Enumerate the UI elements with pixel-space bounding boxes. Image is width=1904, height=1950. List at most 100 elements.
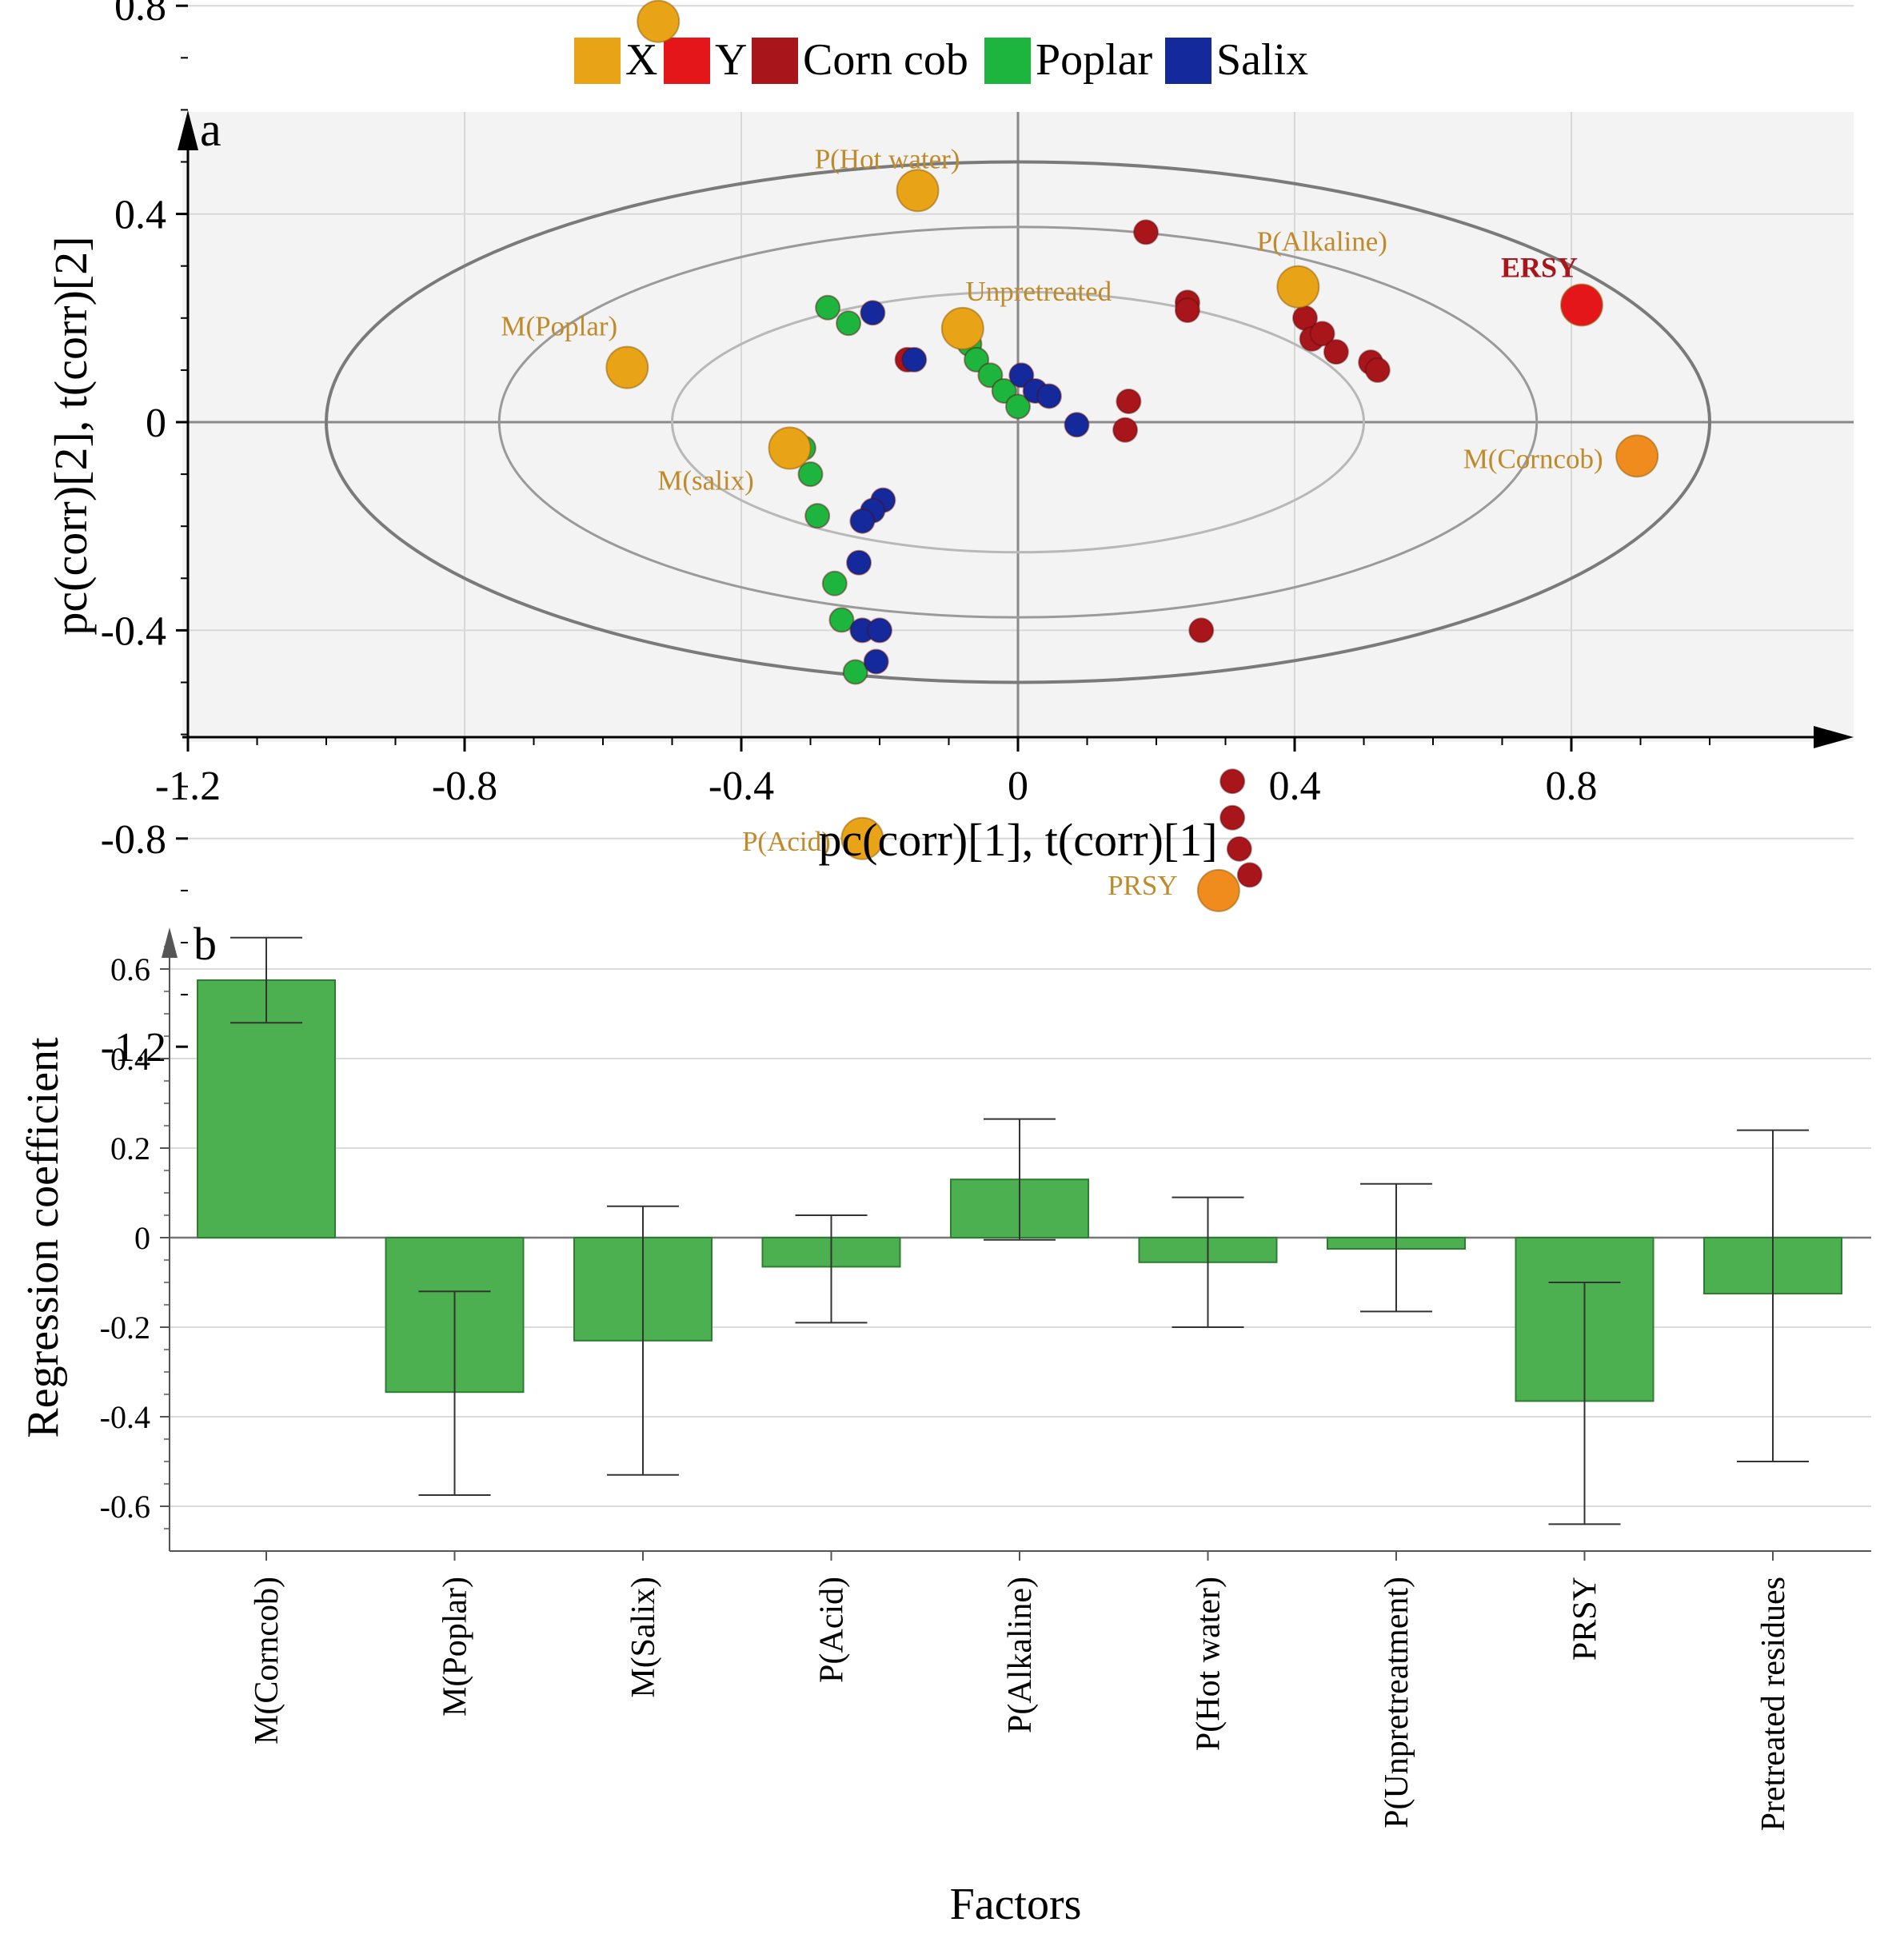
category-label-2: M(Salix) [625, 1577, 662, 1698]
y-axis-arrow-b-icon [162, 927, 178, 958]
ellipse-0 [325, 160, 1711, 684]
y-axis-title-b: Regression coefficient [18, 1037, 68, 1438]
error-bars [230, 936, 1809, 1525]
x-tick-label-a-5: 0.8 [1546, 764, 1598, 809]
y-axis-arrow-icon [178, 110, 198, 150]
y-tick-label-b-4: -0.2 [100, 1310, 150, 1346]
labeled-point-7 [1196, 868, 1240, 912]
point-poplar-0 [815, 294, 841, 321]
labeled-point-8 [1615, 434, 1659, 478]
point-salix-1 [901, 346, 928, 373]
point-corn-cob-14 [1226, 835, 1252, 862]
point-salix-9 [846, 549, 872, 576]
y-tick-label-a-5: -1.2 [101, 1025, 166, 1071]
point-corn-cob-12 [1219, 768, 1246, 795]
point-label-5: P(Alkaline) [1257, 226, 1387, 257]
ellipse-1 [497, 225, 1539, 619]
point-corn-cob-8 [1364, 357, 1391, 383]
point-label-2: M(Poplar) [501, 311, 617, 342]
category-label-3: P(Acid) [814, 1577, 851, 1683]
x-tick-label-a-3: 0 [1008, 764, 1028, 809]
point-corn-cob-6 [1323, 339, 1349, 365]
y-tick-label-b-5: -0.4 [100, 1399, 150, 1435]
panel-a-letter: a [200, 103, 222, 156]
point-poplar-4 [977, 362, 1004, 389]
point-salix-5 [1064, 412, 1090, 438]
point-corn-cob-0 [1133, 219, 1160, 245]
legend-label-1: Y [715, 35, 747, 85]
y-tick-label-a-2: 0 [146, 401, 166, 446]
y-tick-label-a-3: -0.4 [101, 608, 166, 654]
point-poplar-9 [804, 503, 831, 529]
category-label-5: P(Hot water) [1191, 1577, 1227, 1751]
labeled-point-3 [940, 306, 984, 350]
point-label-3: Unpretreated [965, 276, 1112, 307]
category-labels: M(Corncob) M(Poplar) M(Salix) P(Acid) P(Alka… [249, 1577, 1792, 1831]
point-salix-4 [1036, 383, 1062, 409]
point-poplar-8 [797, 461, 824, 488]
category-label-6: P(Unpretreatment) [1379, 1577, 1415, 1828]
point-corn-cob-5 [1309, 321, 1335, 347]
point-poplar-3 [964, 346, 990, 373]
point-salix-11 [867, 617, 892, 644]
ticks-b: 0.6 0.4 0.2 0 -0.2 -0.4 -0.6 [100, 946, 1774, 1561]
point-label-8: M(Corncob) [1463, 443, 1603, 474]
category-label-8: Pretreated residues [1755, 1577, 1792, 1831]
legend-label-3: Poplar [1036, 35, 1153, 85]
labeled-point-5 [1276, 265, 1320, 309]
labeled-point-4 [768, 426, 812, 470]
legend-swatch-3 [984, 38, 1031, 84]
point-salix-12 [863, 648, 889, 675]
point-corn-cob-15 [1236, 862, 1263, 888]
point-corn-cob-9 [1116, 388, 1142, 414]
panel-b-bar: 0.6 0.4 0.2 0 -0.2 -0.4 -0.6 M(Corncob) M(Popla… [18, 918, 1871, 1929]
point-corn-cob-10 [1112, 417, 1139, 443]
point-corn-cob-13 [1219, 804, 1246, 831]
point-label-4: M(salix) [657, 465, 754, 496]
point-label-1: P(Hot water) [815, 143, 960, 174]
y-tick-label-a-4: -0.8 [101, 817, 166, 863]
point-label-6: P(Acid) [742, 826, 831, 857]
x-tick-label-a-2: -0.4 [709, 764, 774, 809]
category-label-4: P(Alkaline) [1002, 1577, 1039, 1733]
y-tick-label-b-1: 0.4 [110, 1041, 150, 1077]
grid-a [182, 5, 1854, 839]
legend-swatch-0 [574, 38, 621, 84]
x-axis-title-b: Factors [950, 1880, 1082, 1929]
ticks-a: -1.2 -0.8 -0.4 0 0.4 0.80.80.40-0.4-0.8-1.2 [101, 0, 1710, 1071]
category-label-0: M(Corncob) [249, 1577, 285, 1745]
x-axis-arrow-icon [1814, 726, 1854, 748]
x-tick-label-a-1: -0.8 [432, 764, 497, 809]
panel-a-scatter: -1.2 -0.8 -0.4 0 0.4 0.80.80.40-0.4-0.8-1.2 P… [45, 0, 1854, 1071]
point-poplar-10 [821, 570, 848, 596]
y-tick-label-b-0: 0.6 [110, 951, 150, 987]
point-corn-cob-11 [1188, 617, 1215, 644]
category-label-7: PRSY [1567, 1577, 1604, 1661]
point-poplar-11 [828, 607, 855, 633]
category-label-1: M(Poplar) [437, 1577, 474, 1717]
legend-swatch-2 [752, 38, 798, 84]
point-poplar-1 [836, 310, 862, 337]
ellipse-2 [671, 290, 1365, 554]
legend-label-4: Salix [1216, 35, 1308, 85]
y-tick-label-b-2: 0.2 [110, 1131, 150, 1166]
legend-label-2: Corn cob [803, 35, 968, 85]
legend-swatch-1 [664, 38, 710, 84]
point-label-7: PRSY [1108, 870, 1178, 901]
labeled-point-2 [605, 345, 649, 389]
point-label-9: ERSY [1501, 252, 1578, 284]
y-tick-label-a-1: 0.4 [114, 193, 166, 238]
labeled-point-9 [1559, 283, 1603, 327]
point-poplar-6 [1005, 393, 1031, 420]
scatter-points [605, 0, 1659, 912]
y-axis-title-a: pc(corr)[2], t(corr)[2] [45, 236, 97, 635]
labeled-point-1 [896, 169, 940, 213]
point-corn-cob-2 [1174, 297, 1200, 324]
y-tick-label-b-6: -0.6 [100, 1489, 150, 1525]
panel-b-letter: b [194, 918, 217, 970]
point-poplar-12 [842, 659, 868, 685]
x-axis-title-a: pc(corr)[1], t(corr)[1] [818, 814, 1217, 866]
point-salix-0 [860, 300, 886, 326]
legend-label-0: X [625, 35, 657, 85]
confidence-ellipses [325, 160, 1711, 684]
